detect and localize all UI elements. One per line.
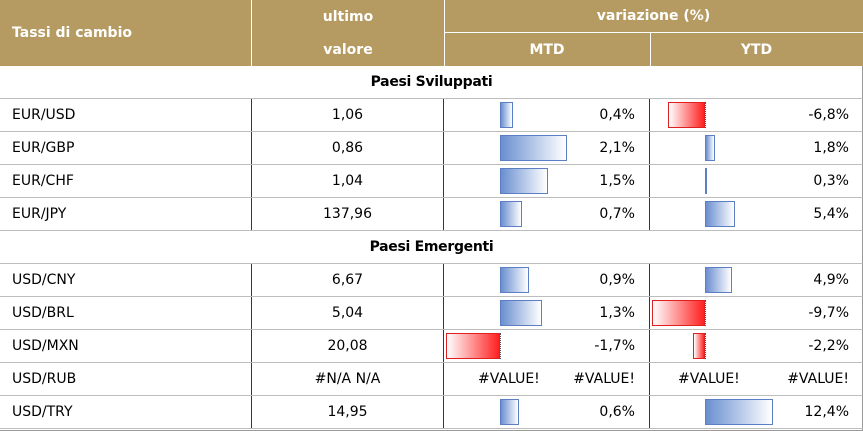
table-row: EUR/CHF 1,04 1,5% 0,3% (0, 165, 863, 198)
ytd-value: #VALUE! (787, 371, 849, 387)
mtd-cell: 0,4% (444, 99, 650, 131)
ytd-cell: 5,4% (650, 198, 863, 230)
last-value: 6,67 (252, 264, 444, 296)
ytd-cell: 1,8% (650, 132, 863, 164)
pair-name: EUR/GBP (0, 132, 252, 164)
header-ultimo: ultimo (252, 0, 445, 33)
mtd-cell: 0,9% (444, 264, 650, 296)
ytd-error-left: #VALUE! (678, 371, 740, 387)
ytd-zero-axis (705, 300, 706, 326)
pair-name: USD/TRY (0, 396, 252, 428)
ytd-value: 5,4% (813, 206, 849, 222)
table-row: USD/CNY 6,67 0,9% 4,9% (0, 264, 863, 297)
header-title: Tassi di cambio (0, 0, 252, 66)
ytd-value: 12,4% (804, 404, 849, 420)
last-value: 137,96 (252, 198, 444, 230)
mtd-value: 0,9% (599, 272, 635, 288)
ytd-value: -2,2% (808, 338, 849, 354)
header-valore: valore (252, 33, 445, 66)
pair-name: USD/BRL (0, 297, 252, 329)
mtd-value: -1,7% (594, 338, 635, 354)
mtd-cell: 0,6% (444, 396, 650, 428)
mtd-bar (500, 168, 548, 194)
table-row: EUR/USD 1,06 0,4% -6,8% (0, 99, 863, 132)
mtd-cell: #VALUE! #VALUE! (444, 363, 650, 395)
ytd-bar (705, 267, 732, 293)
header-mtd: MTD (444, 33, 651, 66)
section-developed: Paesi Sviluppati (0, 66, 863, 99)
pair-name: EUR/CHF (0, 165, 252, 197)
ytd-value: 4,9% (813, 272, 849, 288)
last-value: 0,86 (252, 132, 444, 164)
ytd-bar (705, 201, 735, 227)
ytd-zero-axis (705, 333, 706, 359)
table-row: USD/MXN 20,08 -1,7% -2,2% (0, 330, 863, 363)
mtd-zero-axis (500, 333, 501, 359)
mtd-value: 0,7% (599, 206, 635, 222)
mtd-bar (500, 300, 542, 326)
ytd-value: -9,7% (808, 305, 849, 321)
ytd-value: 0,3% (813, 173, 849, 189)
table-header: Tassi di cambio ultimo valore variazione… (0, 0, 863, 66)
ytd-bar (705, 399, 774, 425)
pair-name: EUR/JPY (0, 198, 252, 230)
ytd-cell: 12,4% (650, 396, 863, 428)
last-value: 1,04 (252, 165, 444, 197)
last-value: 14,95 (252, 396, 444, 428)
ytd-cell: #VALUE! #VALUE! (650, 363, 863, 395)
table-row: EUR/GBP 0,86 2,1% 1,8% (0, 132, 863, 165)
pair-name: USD/MXN (0, 330, 252, 362)
header-ytd: YTD (740, 41, 773, 58)
mtd-value: 1,3% (599, 305, 635, 321)
mtd-cell: -1,7% (444, 330, 650, 362)
ytd-cell: 4,9% (650, 264, 863, 296)
pair-name: USD/RUB (0, 363, 252, 395)
table-row: USD/RUB #N/A N/A #VALUE! #VALUE! #VALUE! #VAL… (0, 363, 863, 396)
ytd-bar (705, 168, 707, 194)
mtd-bar (500, 267, 529, 293)
last-value: 5,04 (252, 297, 444, 329)
ytd-cell: -6,8% (650, 99, 863, 131)
mtd-cell: 2,1% (444, 132, 650, 164)
last-value: #N/A N/A (252, 363, 444, 395)
mtd-cell: 1,3% (444, 297, 650, 329)
mtd-bar (500, 399, 520, 425)
pair-name: EUR/USD (0, 99, 252, 131)
ytd-bar (651, 300, 705, 326)
table-row: USD/BRL 5,04 1,3% -9,7% (0, 297, 863, 330)
last-value: 20,08 (252, 330, 444, 362)
ytd-bar (705, 135, 715, 161)
mtd-value: #VALUE! (573, 371, 635, 387)
ytd-zero-axis (705, 102, 706, 128)
mtd-value: 0,4% (599, 107, 635, 123)
mtd-error-left: #VALUE! (478, 371, 540, 387)
mtd-bar (500, 201, 523, 227)
ytd-cell: -2,2% (650, 330, 863, 362)
section-emerging: Paesi Emergenti (0, 231, 863, 264)
mtd-bar (500, 135, 568, 161)
mtd-value: 2,1% (599, 140, 635, 156)
mtd-bar (445, 333, 500, 359)
ytd-value: -6,8% (808, 107, 849, 123)
last-value: 1,06 (252, 99, 444, 131)
ytd-bar (692, 333, 705, 359)
ytd-cell: 0,3% (650, 165, 863, 197)
ytd-cell: -9,7% (650, 297, 863, 329)
mtd-value: 1,5% (599, 173, 635, 189)
table-row: USD/TRY 14,95 0,6% 12,4% (0, 396, 863, 429)
header-variazione: variazione (%) (444, 0, 863, 33)
ytd-bar (667, 102, 705, 128)
ytd-value: 1,8% (813, 140, 849, 156)
mtd-cell: 0,7% (444, 198, 650, 230)
pair-name: USD/CNY (0, 264, 252, 296)
mtd-bar (500, 102, 513, 128)
mtd-value: 0,6% (599, 404, 635, 420)
mtd-cell: 1,5% (444, 165, 650, 197)
table-row: EUR/JPY 137,96 0,7% 5,4% (0, 198, 863, 231)
